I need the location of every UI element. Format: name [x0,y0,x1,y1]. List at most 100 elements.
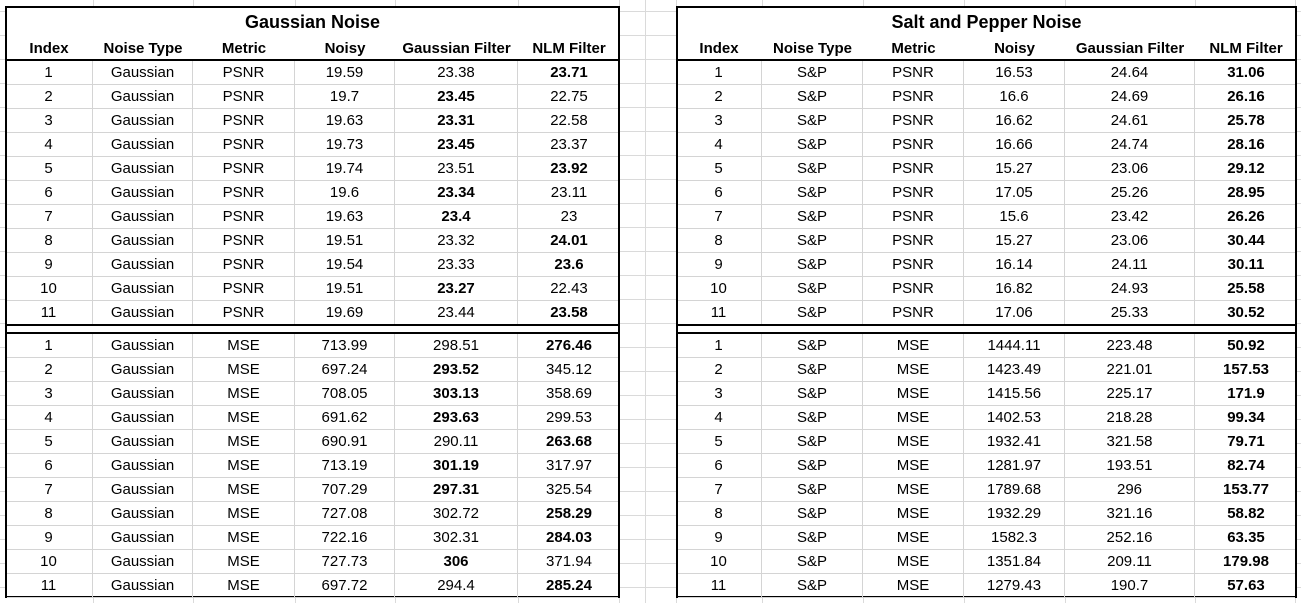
table-cell[interactable]: 8 [676,502,762,526]
table-cell[interactable]: MSE [193,334,295,358]
table-cell[interactable]: 63.35 [1227,529,1265,546]
table-cell[interactable]: 19.74 [295,157,395,181]
table-cell[interactable]: MSE [193,526,295,550]
table-cell[interactable]: 23.33 [395,253,518,277]
table-cell[interactable]: Gaussian [93,358,193,382]
table-cell[interactable]: 15.27 [964,157,1065,181]
table-cell[interactable]: 8 [5,502,93,526]
table-cell[interactable]: PSNR [863,181,964,205]
table-cell[interactable]: S&P [762,181,863,205]
table-cell[interactable]: MSE [863,550,964,574]
table-cell[interactable]: S&P [762,277,863,301]
column-header[interactable]: Index [29,40,69,57]
table-cell[interactable]: Gaussian [93,550,193,574]
table-cell[interactable]: 263.68 [546,433,592,450]
table-cell[interactable]: 15.27 [964,229,1065,253]
table-cell[interactable]: 23.92 [550,160,588,177]
table-cell[interactable]: 2 [5,358,93,382]
table-cell[interactable]: PSNR [863,277,964,301]
table-cell[interactable]: S&P [762,454,863,478]
table-cell[interactable]: 16.66 [964,133,1065,157]
table-cell[interactable]: 58.82 [1227,505,1265,522]
table-cell[interactable]: 5 [5,430,93,454]
table-cell[interactable]: PSNR [863,85,964,109]
table-cell[interactable]: 1582.3 [964,526,1065,550]
table-cell[interactable]: 153.77 [1223,481,1269,498]
table-cell[interactable]: 7 [676,478,762,502]
table-cell[interactable]: 99.34 [1227,409,1265,426]
table-cell[interactable]: 6 [676,181,762,205]
table-cell[interactable]: Gaussian [93,574,193,598]
table-cell[interactable]: 294.4 [395,574,518,598]
table-cell[interactable]: 285.24 [546,577,592,594]
table-cell[interactable]: MSE [193,406,295,430]
table-cell[interactable]: 1279.43 [964,574,1065,598]
table-cell[interactable]: 6 [676,454,762,478]
table-cell[interactable]: 9 [5,253,93,277]
table-cell[interactable]: 25.58 [1227,280,1265,297]
table-cell[interactable]: 11 [5,574,93,598]
table-cell[interactable]: S&P [762,502,863,526]
table-cell[interactable]: MSE [193,454,295,478]
table-cell[interactable]: 301.19 [395,454,518,478]
table-cell[interactable]: 302.31 [395,526,518,550]
table-cell[interactable]: 4 [676,133,762,157]
table-cell[interactable]: 321.58 [1065,430,1195,454]
table-cell[interactable]: 30.11 [1227,256,1265,273]
table-cell[interactable]: 23.42 [1065,205,1195,229]
table-cell[interactable]: 19.54 [295,253,395,277]
table-cell[interactable]: S&P [762,85,863,109]
table-cell[interactable]: 23.44 [395,301,518,325]
table-cell[interactable]: 24.74 [1065,133,1195,157]
table-cell[interactable]: 23.27 [395,277,518,301]
table-cell[interactable]: 317.97 [546,457,592,474]
table-cell[interactable]: 19.63 [295,205,395,229]
table-cell[interactable]: MSE [863,454,964,478]
column-header[interactable]: Metric [891,40,936,57]
table-cell[interactable]: PSNR [193,157,295,181]
table-cell[interactable]: MSE [863,502,964,526]
table-cell[interactable]: 727.73 [295,550,395,574]
table-cell[interactable]: 10 [676,277,762,301]
table-cell[interactable]: 193.51 [1065,454,1195,478]
table-cell[interactable]: 23.45 [395,85,518,109]
table-cell[interactable]: PSNR [863,61,964,85]
table-cell[interactable]: 296 [1065,478,1195,502]
table-cell[interactable]: 30.44 [1227,232,1265,249]
table-cell[interactable]: 24.69 [1065,85,1195,109]
table-cell[interactable]: S&P [762,301,863,325]
table-cell[interactable]: 690.91 [295,430,395,454]
table-cell[interactable]: 19.69 [295,301,395,325]
table-cell[interactable]: 1789.68 [964,478,1065,502]
table-cell[interactable]: 302.72 [395,502,518,526]
table-cell[interactable]: 3 [676,109,762,133]
table-cell[interactable]: PSNR [193,133,295,157]
table-cell[interactable]: 24.61 [1065,109,1195,133]
column-header[interactable]: Gaussian Filter [402,40,511,57]
table-cell[interactable]: Gaussian [93,478,193,502]
table-cell[interactable]: 727.08 [295,502,395,526]
table-cell[interactable]: 157.53 [1223,361,1269,378]
table-cell[interactable]: 252.16 [1065,526,1195,550]
table-cell[interactable]: 221.01 [1065,358,1195,382]
table-cell[interactable]: 7 [676,205,762,229]
table-cell[interactable]: PSNR [193,253,295,277]
table-cell[interactable]: 22.43 [550,280,588,297]
table-cell[interactable]: Gaussian [93,430,193,454]
table-cell[interactable]: 25.33 [1065,301,1195,325]
table-cell[interactable]: 11 [676,574,762,598]
table-cell[interactable]: 1351.84 [964,550,1065,574]
table-cell[interactable]: 1444.11 [964,334,1065,358]
table-cell[interactable]: PSNR [193,229,295,253]
table-cell[interactable]: 82.74 [1227,457,1265,474]
table-cell[interactable]: 16.14 [964,253,1065,277]
table-cell[interactable]: MSE [193,550,295,574]
table-cell[interactable]: 19.63 [295,109,395,133]
table-cell[interactable]: 57.63 [1227,577,1265,594]
table-cell[interactable]: 6 [5,454,93,478]
table-cell[interactable]: 24.01 [550,232,588,249]
table-cell[interactable]: S&P [762,358,863,382]
table-cell[interactable]: 708.05 [295,382,395,406]
table-cell[interactable]: 24.11 [1065,253,1195,277]
table-cell[interactable]: 16.6 [964,85,1065,109]
